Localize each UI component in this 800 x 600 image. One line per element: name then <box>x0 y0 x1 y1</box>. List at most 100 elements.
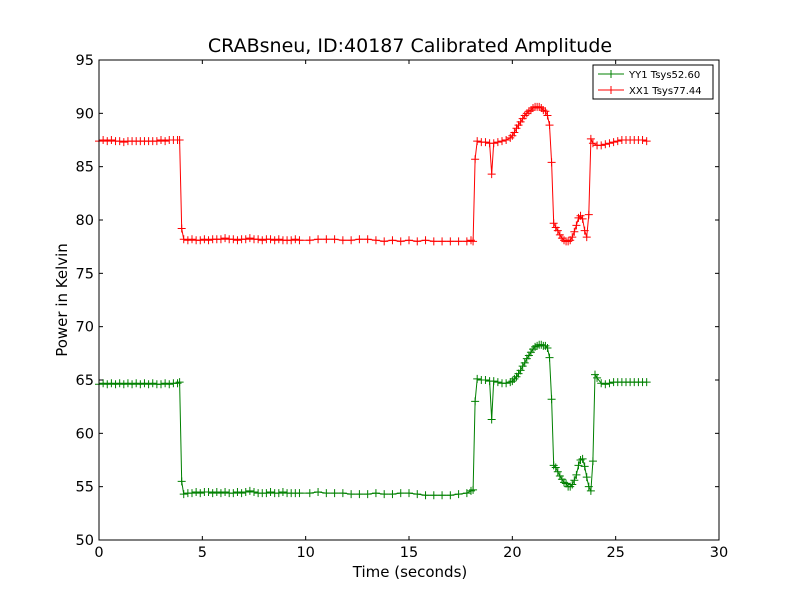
data-point-1-111 <box>564 237 573 246</box>
data-point-1-72 <box>469 237 478 246</box>
data-point-1-74 <box>473 137 482 146</box>
data-point-0-46 <box>278 488 287 496</box>
data-point-0-73 <box>471 397 480 406</box>
data-point-1-97 <box>535 102 544 111</box>
data-point-0-24 <box>188 489 196 498</box>
data-point-1-49 <box>291 235 300 244</box>
data-point-1-76 <box>481 138 490 147</box>
plot-frame <box>98 59 720 541</box>
data-point-0-51 <box>305 489 314 498</box>
data-point-0-104 <box>549 461 558 470</box>
data-point-0-68 <box>446 491 455 500</box>
data-point-1-88 <box>516 117 525 126</box>
data-point-0-101 <box>543 344 552 352</box>
data-point-1-102 <box>545 121 554 130</box>
x-tick-label: 25 <box>606 545 624 561</box>
data-point-1-112 <box>566 236 575 245</box>
data-point-1-61 <box>388 236 397 245</box>
data-point-0-9 <box>132 379 141 388</box>
data-point-1-94 <box>529 104 537 112</box>
data-point-0-66 <box>429 491 438 500</box>
data-point-1-118 <box>578 214 587 223</box>
data-point-1-32 <box>221 234 230 243</box>
data-point-0-32 <box>221 488 230 496</box>
data-point-0-117 <box>576 456 585 464</box>
data-point-0-3 <box>107 379 116 388</box>
data-point-0-28 <box>204 488 213 496</box>
data-point-0-105 <box>551 463 560 472</box>
data-point-1-103 <box>547 158 556 167</box>
data-point-0-137 <box>642 378 651 387</box>
data-point-1-116 <box>574 213 583 222</box>
data-point-1-3 <box>107 136 116 144</box>
data-point-0-45 <box>274 489 283 498</box>
data-point-1-53 <box>322 235 331 244</box>
data-point-1-101 <box>543 111 552 120</box>
data-point-1-43 <box>266 235 275 244</box>
data-point-0-69 <box>454 490 463 499</box>
data-point-1-125 <box>597 141 606 150</box>
data-point-1-65 <box>421 236 430 245</box>
chart-title: CRABsneu, ID:40187 Calibrated Amplitude <box>208 35 612 57</box>
data-point-0-91 <box>522 354 531 363</box>
data-point-1-15 <box>157 136 165 144</box>
data-point-1-90 <box>520 111 529 120</box>
data-point-0-38 <box>245 486 254 495</box>
data-point-1-84 <box>508 131 517 140</box>
data-point-0-90 <box>520 358 529 367</box>
data-point-0-112 <box>566 482 575 491</box>
x-tick-label: 20 <box>503 545 521 561</box>
data-point-0-60 <box>380 490 389 499</box>
data-point-0-43 <box>266 488 275 496</box>
data-point-0-61 <box>388 490 397 499</box>
data-point-1-40 <box>254 235 263 244</box>
data-point-1-27 <box>200 235 209 244</box>
data-point-0-93 <box>526 348 535 357</box>
legend: YY1 Tsys52.60 XX1 Tsys77.44 <box>592 64 714 100</box>
data-point-0-110 <box>562 479 571 488</box>
data-point-1-78 <box>487 170 496 179</box>
data-point-0-82 <box>502 379 511 388</box>
data-point-0-92 <box>524 351 533 360</box>
series-1 <box>95 102 651 246</box>
data-point-1-123 <box>588 139 597 148</box>
data-point-0-126 <box>597 379 606 388</box>
data-point-0-42 <box>262 489 271 498</box>
data-point-0-55 <box>338 489 347 498</box>
data-point-1-16 <box>161 137 170 146</box>
y-tick-label: 70 <box>76 320 94 336</box>
data-point-0-84 <box>508 377 517 386</box>
data-point-1-68 <box>446 237 455 246</box>
data-point-1-121 <box>584 210 593 219</box>
data-point-1-14 <box>152 137 161 146</box>
x-tick-label: 15 <box>400 545 418 561</box>
data-point-0-4 <box>111 380 120 389</box>
data-point-1-127 <box>605 139 614 148</box>
series-0 <box>95 340 651 500</box>
data-point-0-36 <box>237 489 246 498</box>
data-point-1-81 <box>498 137 506 146</box>
data-point-0-120 <box>582 473 591 482</box>
data-point-1-71 <box>467 236 475 245</box>
y-tick-label: 65 <box>76 373 94 389</box>
data-point-1-23 <box>183 236 192 245</box>
data-point-1-56 <box>347 236 356 245</box>
data-point-1-115 <box>572 221 581 230</box>
data-point-0-16 <box>161 379 170 388</box>
y-tick-label: 80 <box>76 213 94 229</box>
data-point-0-115 <box>572 470 581 479</box>
data-point-1-5 <box>115 137 124 146</box>
data-point-1-105 <box>551 223 560 232</box>
data-point-0-15 <box>157 380 165 389</box>
data-point-0-124 <box>591 370 599 379</box>
data-point-1-21 <box>177 224 186 233</box>
data-point-0-127 <box>601 380 610 389</box>
data-point-1-31 <box>216 235 225 244</box>
data-point-0-89 <box>518 362 527 371</box>
data-point-0-22 <box>179 490 188 499</box>
data-point-0-76 <box>481 376 490 384</box>
data-point-1-59 <box>371 236 380 245</box>
data-point-1-92 <box>524 107 533 116</box>
data-point-1-52 <box>314 235 323 244</box>
y-tick-label: 55 <box>76 480 94 496</box>
